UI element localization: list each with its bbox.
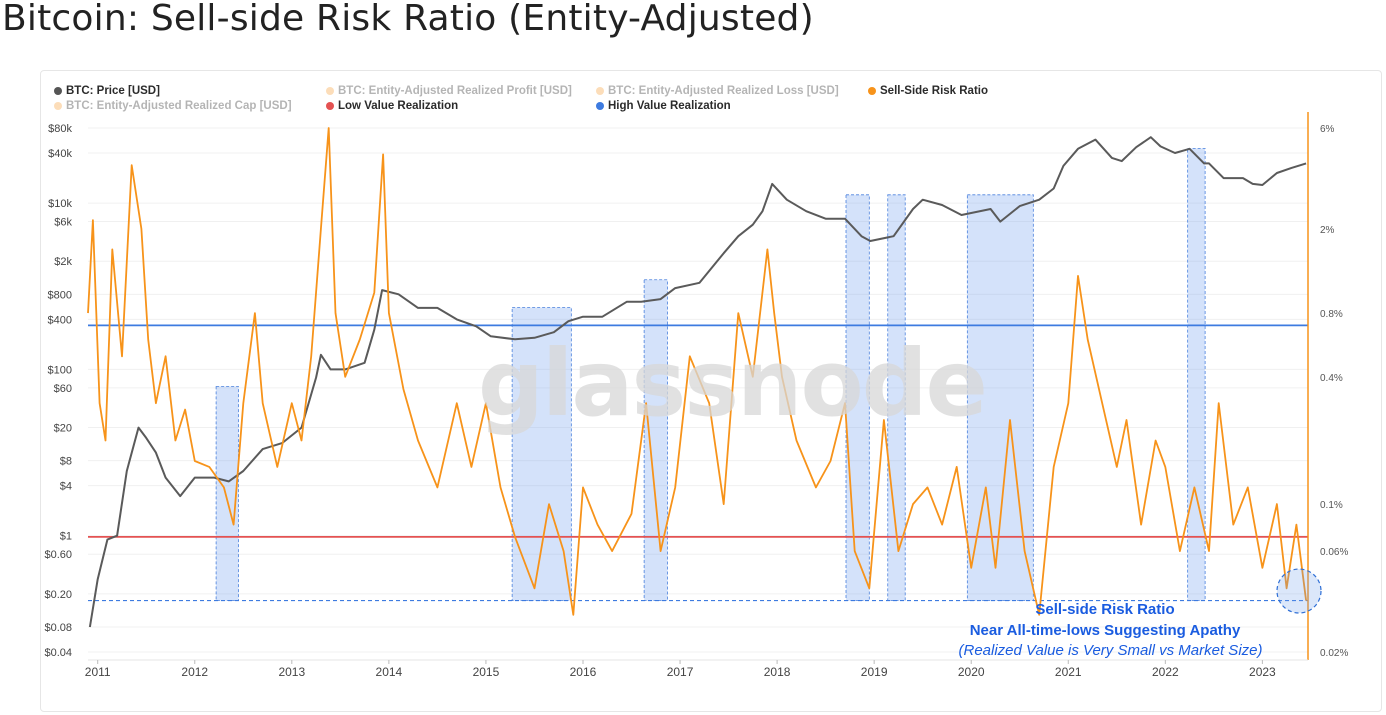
right-tick-label: 6%: [1320, 124, 1335, 135]
watermark: glassnode: [478, 330, 988, 437]
legend-item[interactable]: BTC: Entity-Adjusted Realized Loss [USD]: [596, 85, 839, 97]
x-tick-label: 2012: [181, 665, 208, 679]
left-tick-label: $8: [60, 456, 72, 468]
gridlines: [88, 127, 1308, 653]
right-tick-label: 0.06%: [1320, 547, 1348, 558]
legend-item[interactable]: BTC: Entity-Adjusted Realized Profit [US…: [326, 85, 572, 97]
legend-swatch: [54, 102, 62, 110]
legend-swatch: [326, 87, 334, 95]
chart-legend: BTC: Price [USD] BTC: Entity-Adjusted Rea…: [54, 85, 1054, 115]
legend-swatch: [54, 87, 62, 95]
chart-frame: [40, 70, 1382, 712]
left-tick-label: $1: [60, 531, 72, 543]
right-tick-label: 0.1%: [1320, 500, 1343, 511]
x-tick-label: 2015: [473, 665, 500, 679]
x-tick-label: 2019: [861, 665, 888, 679]
left-tick-label: $400: [48, 314, 72, 326]
left-tick-label: $6k: [54, 217, 72, 229]
series-lines: [87, 127, 1307, 628]
legend-item[interactable]: BTC: Entity-Adjusted Realized Cap [USD]: [54, 100, 292, 112]
legend-swatch: [596, 102, 604, 110]
threshold-lines: [88, 324, 1308, 602]
left-tick-label: $100: [48, 364, 72, 376]
left-tick-label: $0.60: [44, 549, 72, 561]
x-tick-label: 2013: [278, 665, 305, 679]
page-title: Bitcoin: Sell-side Risk Ratio (Entity-Ad…: [2, 0, 814, 39]
legend-item[interactable]: BTC: Price [USD]: [54, 85, 160, 97]
left-tick-label: $2k: [54, 256, 72, 268]
legend-item[interactable]: Sell-Side Risk Ratio: [868, 85, 988, 97]
axes: $80k $40k $10k $6k $2k $800 $400 $100 $60 $20 $8 $4…: [44, 112, 1348, 679]
btc-price-line: [88, 136, 1307, 628]
annotation-title: Sell-side Risk Ratio: [1035, 601, 1175, 618]
x-tick-label: 2018: [764, 665, 791, 679]
legend-label: BTC: Entity-Adjusted Realized Loss [USD]: [608, 85, 839, 97]
x-tick-label: 2011: [85, 665, 111, 679]
legend-item[interactable]: Low Value Realization: [326, 100, 458, 112]
x-tick-label: 2017: [667, 665, 694, 679]
annotation-subtitle: Near All-time-lows Suggesting Apathy: [969, 622, 1241, 639]
right-tick-label: 0.4%: [1320, 373, 1343, 384]
x-tick-label: 2014: [376, 665, 403, 679]
legend-label: Sell-Side Risk Ratio: [880, 85, 989, 97]
legend-label: High Value Realization: [608, 100, 731, 112]
left-tick-label: $0.04: [44, 647, 72, 659]
x-tick-label: 2021: [1055, 665, 1082, 679]
legend-label: BTC: Price [USD]: [66, 85, 160, 97]
left-tick-label: $20: [54, 423, 72, 435]
legend-label: Low Value Realization: [338, 100, 459, 112]
left-tick-label: $80k: [48, 123, 72, 135]
legend-item[interactable]: High Value Realization: [596, 100, 731, 112]
x-tick-label: 2023: [1249, 665, 1276, 679]
shaded-region: [215, 386, 239, 601]
right-tick-label: 0.02%: [1320, 648, 1348, 659]
annotation-note: (Realized Value is Very Small vs Market …: [958, 642, 1263, 659]
legend-swatch: [868, 87, 876, 95]
shaded-region: [511, 307, 572, 601]
left-tick-label: $0.20: [44, 589, 72, 601]
left-tick-label: $4: [60, 481, 72, 493]
shaded-region: [643, 279, 668, 601]
apathy-highlight-circle: [1276, 568, 1322, 614]
right-tick-label: 2%: [1320, 225, 1335, 236]
right-tick-label: 0.8%: [1320, 309, 1343, 320]
left-tick-label: $800: [48, 289, 72, 301]
left-tick-label: $10k: [48, 198, 72, 210]
left-tick-label: $0.08: [44, 622, 72, 634]
legend-label: BTC: Entity-Adjusted Realized Cap [USD]: [66, 100, 292, 112]
legend-swatch: [596, 87, 604, 95]
x-tick-label: 2016: [570, 665, 597, 679]
left-tick-label: $40k: [48, 148, 72, 160]
sell-side-risk-ratio-line: [87, 127, 1307, 616]
legend-swatch: [326, 102, 334, 110]
x-tick-label: 2022: [1152, 665, 1179, 679]
legend-label: BTC: Entity-Adjusted Realized Profit [US…: [338, 85, 572, 97]
left-tick-label: $60: [54, 383, 72, 395]
x-tick-label: 2020: [958, 665, 985, 679]
shaded-region: [1187, 148, 1206, 601]
